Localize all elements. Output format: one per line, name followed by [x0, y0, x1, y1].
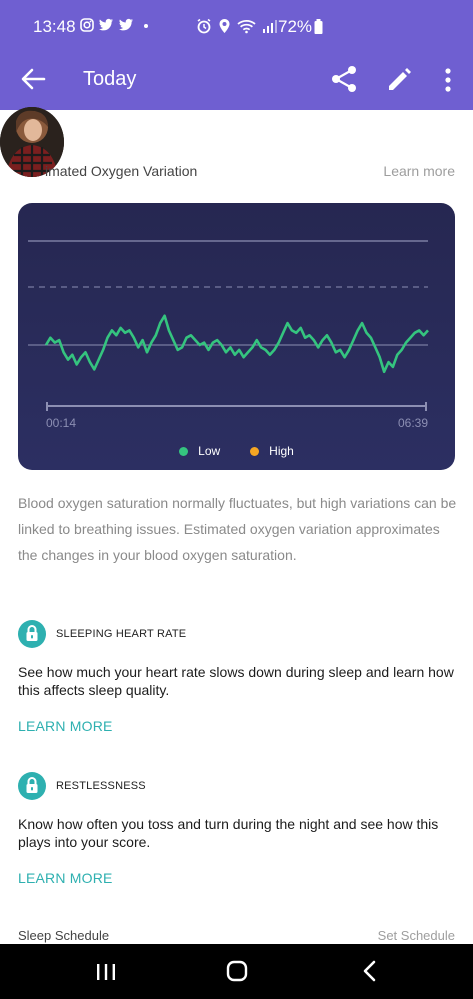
avatar[interactable]	[0, 107, 64, 177]
sleep-schedule-row: Sleep Schedule Set Schedule	[18, 928, 455, 944]
signal-icon	[263, 19, 277, 33]
x-start-label: 00:14	[46, 416, 76, 430]
feature-header: SLEEPING HEART RATE	[18, 620, 458, 648]
chart-legend: Low High	[18, 444, 455, 458]
share-icon[interactable]	[330, 64, 358, 94]
x-end-label: 06:39	[398, 416, 428, 430]
feature-title: RESTLESSNESS	[56, 780, 146, 792]
recent-apps-icon[interactable]	[95, 962, 117, 982]
status-bar: 13:48 72%	[0, 0, 473, 52]
battery-percent: 72%	[278, 17, 313, 36]
legend-dot-low	[179, 446, 189, 456]
system-icons	[196, 18, 278, 34]
sleep-schedule-title: Sleep Schedule	[18, 928, 110, 943]
feature-description: See how much your heart rate slows down …	[18, 664, 454, 698]
oxygen-description: Blood oxygen saturation normally fluctua…	[18, 495, 457, 563]
legend-dot-high	[250, 446, 260, 456]
feature-description: Know how often you toss and turn during …	[18, 816, 439, 850]
legend-label-low: Low	[198, 444, 221, 458]
home-icon[interactable]	[226, 960, 248, 982]
system-navigation-bar	[0, 944, 473, 999]
more-vert-icon[interactable]	[438, 65, 458, 95]
learn-more-button[interactable]: LEARN MORE	[18, 718, 113, 734]
battery-icon	[314, 19, 323, 34]
back-arrow-icon[interactable]	[20, 66, 46, 92]
twitter-icon	[119, 18, 133, 31]
wifi-icon	[237, 19, 256, 33]
lock-icon	[18, 772, 46, 800]
location-icon	[219, 19, 230, 33]
feature-header: RESTLESSNESS	[18, 772, 458, 800]
notification-icons	[80, 18, 152, 32]
legend-item-high: High	[250, 444, 294, 458]
feature-restlessness: RESTLESSNESS Know how often you toss and…	[18, 772, 458, 888]
lock-icon	[18, 620, 46, 648]
oxygen-variation-chart: 00:14 06:39	[28, 240, 429, 430]
twitter-icon	[99, 18, 113, 31]
edit-icon[interactable]	[386, 65, 412, 93]
learn-more-link[interactable]: Learn more	[383, 163, 455, 179]
back-icon[interactable]	[362, 960, 378, 982]
page-title: Today	[83, 68, 137, 90]
app-bar: Today	[0, 52, 473, 110]
profile-photo	[0, 107, 64, 177]
section-title-oxygen: imated Oxygen Variation	[45, 163, 198, 179]
legend-label-high: High	[269, 444, 294, 458]
status-time: 13:48	[33, 17, 76, 36]
feature-title: SLEEPING HEART RATE	[56, 628, 187, 640]
chart-series-low	[44, 314, 429, 374]
feature-sleeping-heart-rate: SLEEPING HEART RATE See how much your he…	[18, 620, 458, 736]
legend-item-low: Low	[179, 444, 220, 458]
oxygen-chart-card: 00:14 06:39 Low High	[18, 203, 455, 470]
set-schedule-link[interactable]: Set Schedule	[377, 928, 455, 943]
learn-more-button[interactable]: LEARN MORE	[18, 870, 113, 886]
alarm-icon	[197, 18, 211, 34]
dot-icon	[144, 24, 148, 28]
instagram-icon	[80, 18, 94, 32]
